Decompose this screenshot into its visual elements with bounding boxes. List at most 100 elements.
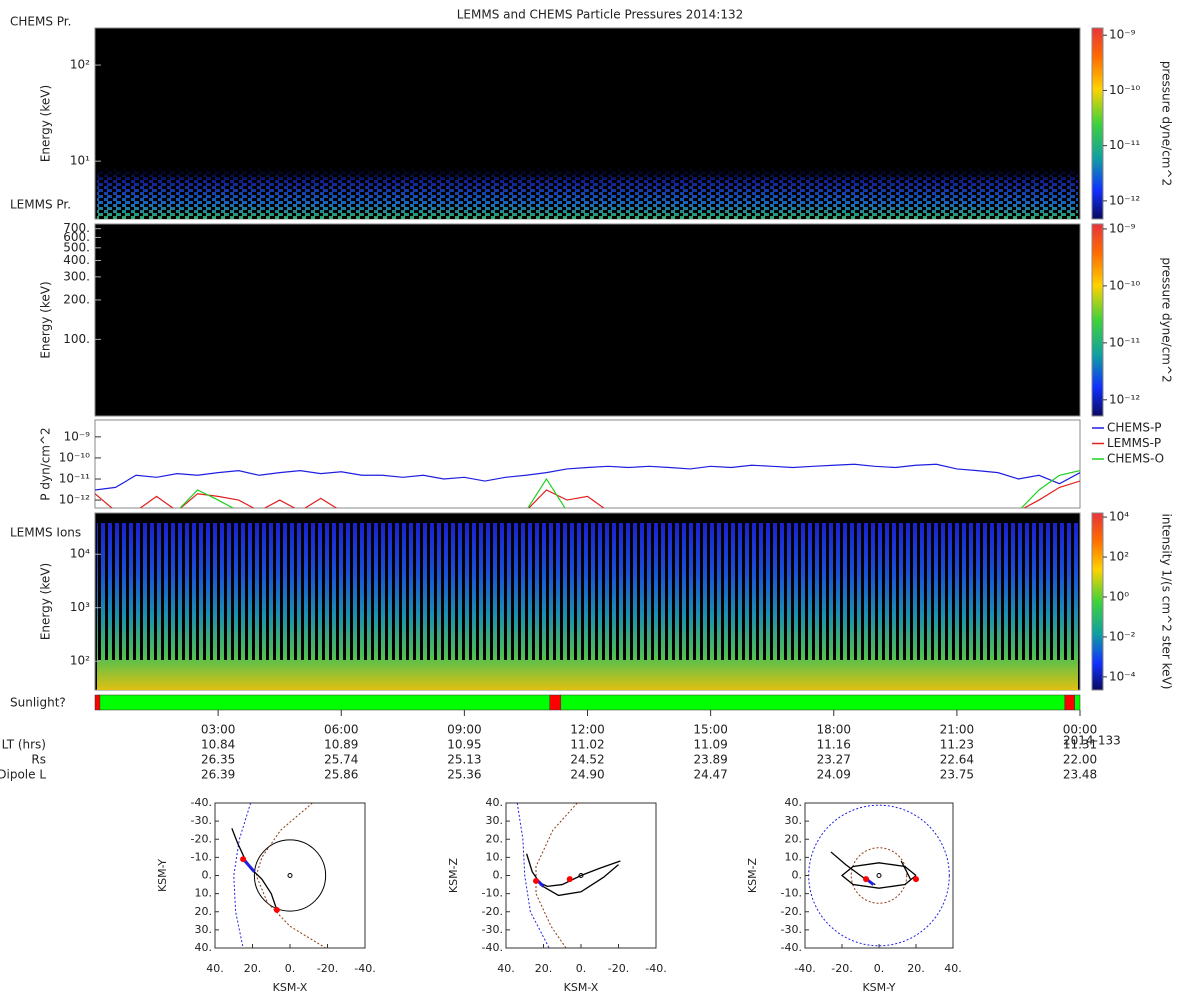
y-axis-label: Energy (keV) (39, 85, 53, 162)
y-tick-label: 30. (486, 814, 504, 827)
y-tick-label: 10. (486, 850, 504, 863)
x-tick-label: 15:00 (693, 723, 728, 737)
y-tick-label: 0. (202, 869, 213, 882)
spectrogram-texture (97, 165, 1078, 219)
orbit-group (231, 803, 327, 948)
x-tick-label: 40. (497, 962, 515, 975)
panel-label: CHEMS Pr. (10, 15, 71, 29)
colorbar (1091, 27, 1104, 220)
orbit-curve (539, 864, 619, 897)
x-tick-label: 20. (244, 962, 262, 975)
orbit-curve (243, 860, 256, 873)
orbit-point (240, 856, 247, 863)
ephemeris-label: LT (hrs) (2, 738, 46, 752)
y-tick-label: 0. (792, 869, 803, 882)
panel-frame (94, 419, 1081, 509)
y-axis-label: KSM-Z (746, 857, 759, 893)
x-tick-label: -20. (317, 962, 338, 975)
colorbar-label: intensity 1/(s cm^2 ster keV) (1160, 514, 1174, 690)
legend-label: CHEMS-O (1107, 452, 1164, 466)
series-line (95, 463, 1080, 491)
y-axis-label: Energy (keV) (39, 281, 53, 358)
sunlight-segment (560, 694, 1066, 711)
colorbar-tick-label: 10⁴ (1109, 510, 1129, 524)
y-tick-label: 20. (486, 832, 504, 845)
orbit-group (516, 803, 621, 948)
date-label: 2014-133 (1063, 734, 1121, 748)
y-tick-label: -10. (482, 887, 503, 900)
y-tick-label: 10. (195, 887, 213, 900)
y-tick-label: 600. (63, 230, 90, 244)
ephemeris-value: 24.52 (570, 753, 604, 767)
x-tick-label: 40. (944, 962, 962, 975)
colorbar-tick-label: 10⁻¹⁰ (1109, 278, 1140, 292)
ephemeris-value: 10.95 (447, 738, 481, 752)
planet-marker (287, 873, 293, 878)
y-tick-label: -40. (781, 941, 802, 954)
colorbar-tick-label: 10⁻⁹ (1109, 28, 1136, 42)
colorbar (1091, 223, 1104, 417)
y-axis-label: KSM-Z (447, 857, 460, 893)
ephemeris-value: 23.89 (693, 753, 727, 767)
colorbar-tick-label: 10⁻¹¹ (1109, 335, 1140, 349)
ephemeris-value: 11.16 (817, 738, 851, 752)
x-axis-label: KSM-Y (862, 981, 895, 994)
orbit-point (913, 876, 919, 883)
y-tick-label: -20. (482, 905, 503, 918)
colorbar-label: pressure dyne/cm^2 (1160, 257, 1174, 382)
colorbar-tick-label: 10⁻⁹ (1109, 221, 1136, 235)
orbit-curve (900, 860, 912, 880)
y-tick-label: 10. (785, 850, 803, 863)
orbit-curve (526, 853, 621, 888)
y-tick-label: 20. (785, 832, 803, 845)
legend-label: CHEMS-P (1107, 421, 1162, 435)
y-tick-label: -30. (482, 923, 503, 936)
ephemeris-value: 11.31 (1063, 738, 1097, 752)
x-tick-label: -20. (831, 962, 852, 975)
ephemeris-value: 10.89 (324, 738, 358, 752)
colorbar-tick-label: 10⁻¹¹ (1109, 138, 1140, 152)
y-tick-label: 40. (785, 796, 803, 809)
series-line (179, 489, 235, 508)
y-tick-label: 10⁻⁹ (64, 429, 91, 443)
y-tick-label: -30. (781, 923, 802, 936)
x-axis-label: KSM-X (564, 981, 599, 994)
y-tick-label: 30. (195, 923, 213, 936)
y-tick-label: 200. (63, 292, 90, 306)
y-tick-label: 500. (63, 240, 90, 254)
colorbar-tick-label: 10⁻² (1109, 629, 1136, 643)
y-tick-label: 10⁻¹¹ (59, 471, 90, 485)
x-tick-label: 0. (874, 962, 885, 975)
colorbar (1091, 512, 1104, 691)
colorbar-tick-label: 10⁻¹⁰ (1109, 83, 1140, 97)
ephemeris-value: 22.64 (940, 753, 974, 767)
x-tick-label: 20. (535, 962, 553, 975)
x-tick-label: 18:00 (816, 723, 851, 737)
y-tick-label: 30. (785, 814, 803, 827)
x-tick-label: 00:00 (1063, 723, 1098, 737)
y-tick-label: -10. (781, 887, 802, 900)
x-tick-label: -40. (645, 962, 666, 975)
planet-marker (876, 873, 882, 878)
y-tick-label: 0. (493, 869, 504, 882)
colorbar-tick-label: 10² (1109, 550, 1129, 564)
y-axis-label: P dyn/cm^2 (39, 427, 53, 500)
ephemeris-value: 11.02 (570, 738, 604, 752)
ephemeris-value: 11.23 (940, 738, 974, 752)
ephemeris-value: 23.75 (940, 768, 974, 782)
panel-frame (94, 223, 1081, 417)
x-tick-label: 20. (907, 962, 925, 975)
x-tick-label: 0. (576, 962, 587, 975)
ephemeris-value: 24.47 (693, 768, 727, 782)
ephemeris-value: 23.48 (1063, 768, 1097, 782)
orbit-point (566, 876, 573, 883)
x-tick-label: 40. (206, 962, 224, 975)
colorbar-tick-label: 10⁻¹² (1109, 392, 1140, 406)
y-tick-label: 10⁴ (70, 547, 90, 561)
sunlight-segment (549, 694, 562, 711)
panel-label: LEMMS Ions (10, 526, 81, 540)
x-tick-label: 0. (285, 962, 296, 975)
y-tick-label: 10⁻¹⁰ (59, 450, 90, 464)
legend-label: LEMMS-P (1107, 436, 1161, 450)
